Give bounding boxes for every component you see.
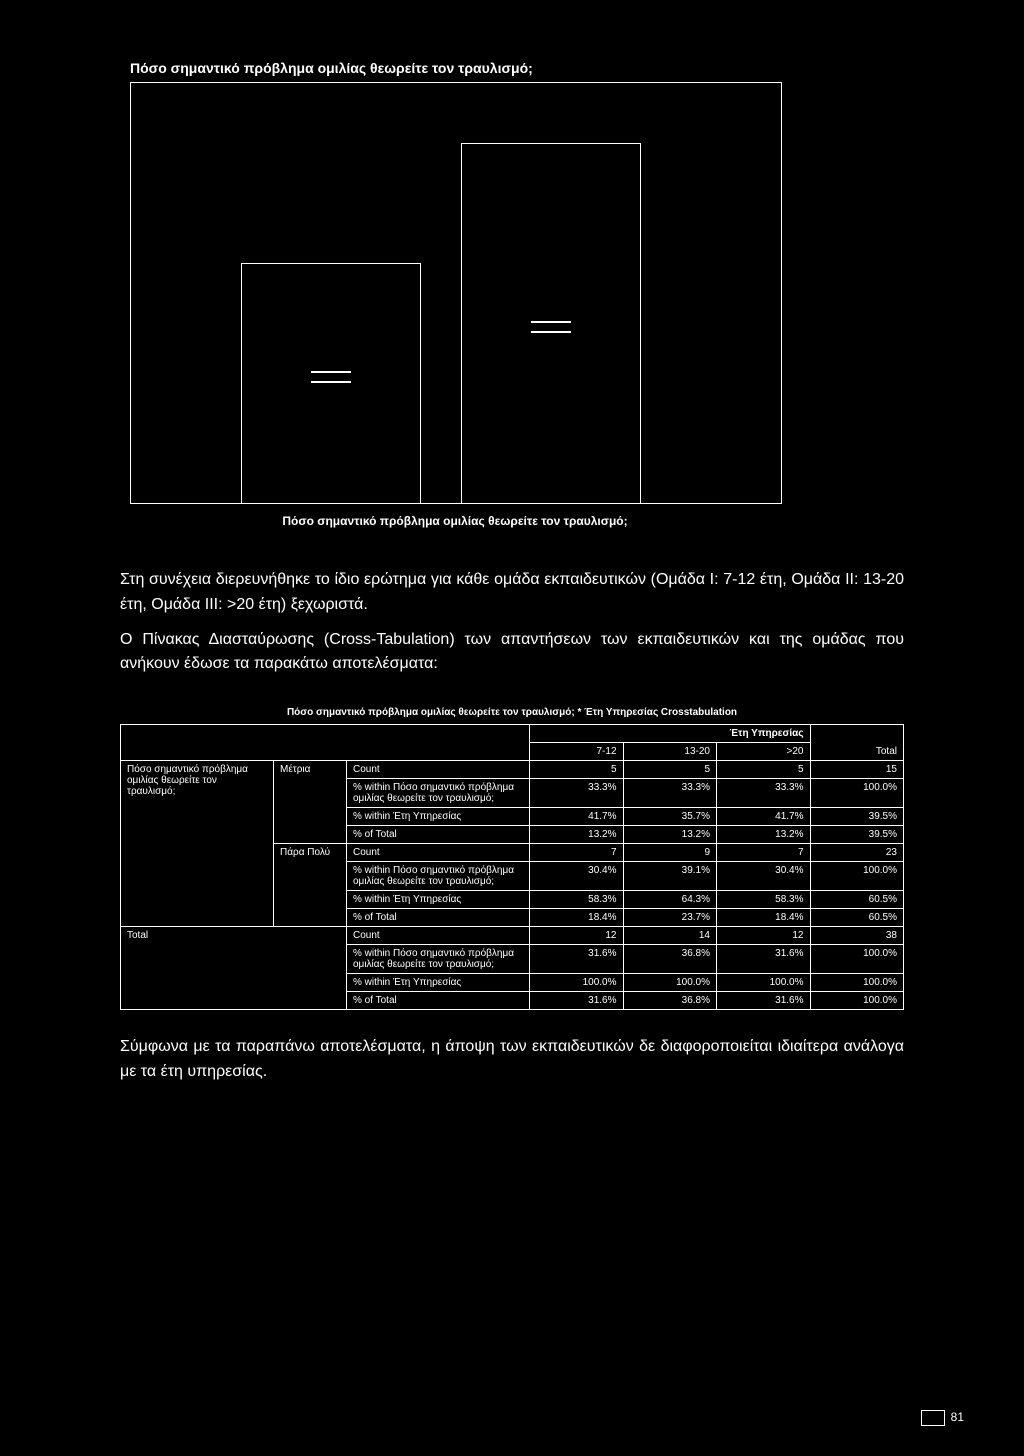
bar-1 — [241, 263, 421, 503]
stat-within-years: % within Έτη Υπηρεσίας — [347, 808, 530, 826]
col-13-20: 13-20 — [623, 743, 717, 761]
level-parapoly: Πάρα Πολύ — [274, 844, 347, 927]
chart-xlabel: Πόσο σημαντικό πρόβλημα ομιλίας θεωρείτε… — [130, 514, 780, 528]
col-group-header: Έτη Υπηρεσίας — [530, 725, 811, 743]
col-gt20: >20 — [717, 743, 811, 761]
paragraph-2: Ο Πίνακας Διασταύρωσης (Cross-Tabulation… — [120, 628, 904, 678]
row-group-label: Πόσο σημαντικό πρόβλημα ομιλίας θεωρείτε… — [121, 761, 274, 927]
bar-chart — [130, 82, 782, 504]
level-metria: Μέτρια — [274, 761, 347, 844]
crosstab-table: Έτη Υπηρεσίας Total 7-12 13-20 >20 Πόσο … — [120, 724, 904, 1010]
page-number: 81 — [921, 1410, 964, 1426]
bar-2 — [461, 143, 641, 503]
chart-title: Πόσο σημαντικό πρόβλημα ομιλίας θεωρείτε… — [130, 60, 904, 76]
table-caption: Πόσο σημαντικό πρόβλημα ομιλίας θεωρείτε… — [120, 707, 904, 718]
stat-count: Count — [347, 761, 530, 779]
stat-of-total: % of Total — [347, 826, 530, 844]
col-total: Total — [810, 725, 904, 761]
stat-within-q: % within Πόσο σημαντικό πρόβλημα ομιλίας… — [347, 779, 530, 808]
paragraph-1: Στη συνέχεια διερευνήθηκε το ίδιο ερώτημ… — [120, 568, 904, 618]
row-total: Total — [121, 927, 347, 1010]
paragraph-3: Σύμφωνα με τα παραπάνω αποτελέσματα, η ά… — [120, 1035, 904, 1085]
col-7-12: 7-12 — [530, 743, 624, 761]
